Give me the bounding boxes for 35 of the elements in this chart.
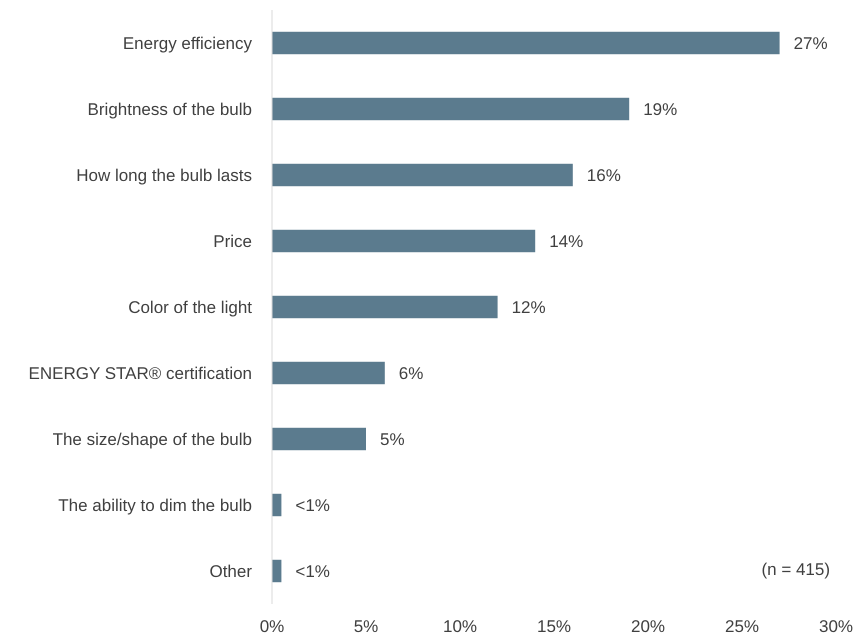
bar [272,428,366,450]
bar [272,32,780,54]
data-label: 16% [586,166,621,185]
bar [272,362,385,384]
data-label: 6% [398,364,424,383]
y-tick-label: How long the bulb lasts [76,166,252,185]
x-tick-label: 20% [630,617,666,636]
y-tick-label: ENERGY STAR® certification [28,364,252,383]
annotation: (n = 415) [761,560,830,579]
x-tick-label: 25% [724,617,760,636]
y-tick-label: The ability to dim the bulb [58,496,252,515]
y-tick-label: Brightness of the bulb [88,100,252,119]
bar [272,98,630,120]
y-tick-label: Energy efficiency [122,34,252,53]
bar [272,230,536,252]
x-tick-label: 10% [442,617,478,636]
y-tick-label: The size/shape of the bulb [52,430,252,449]
data-label: <1% [295,562,330,581]
y-tick-label: Other [209,562,252,581]
y-tick-label: Price [213,232,252,251]
bar [272,560,282,582]
data-label: 27% [794,34,828,53]
bar [272,296,498,318]
data-label: 14% [549,232,584,251]
data-label: 12% [512,298,546,317]
bar [272,494,282,516]
x-tick-label: 5% [354,617,378,636]
data-label: 19% [643,100,678,119]
x-tick-label: 0% [260,617,284,636]
bar [272,164,573,186]
x-tick-label: 30% [818,617,854,636]
y-tick-label: Color of the light [128,298,252,317]
data-label: <1% [295,496,330,515]
data-label: 5% [380,430,405,449]
x-tick-label: 15% [536,617,572,636]
